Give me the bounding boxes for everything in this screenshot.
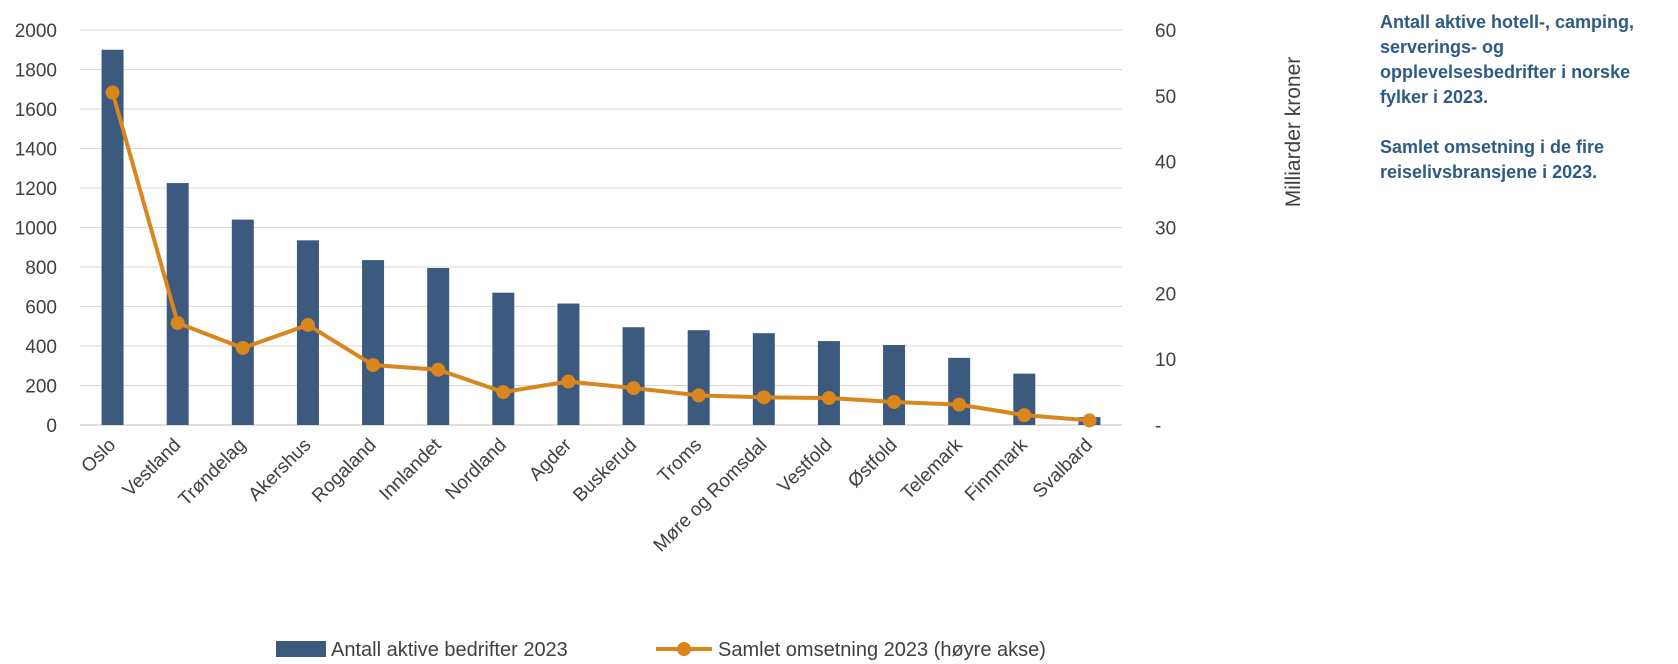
right-axis-title: Milliarder kroner (1282, 57, 1305, 208)
legend-swatch-marker (677, 642, 691, 656)
bar (622, 327, 645, 425)
line-point (952, 397, 967, 412)
bar-series (101, 49, 1101, 425)
line-series (105, 85, 1097, 428)
category-label: Østfold (844, 435, 901, 492)
line-point (105, 85, 120, 100)
left-tick-label: 1000 (15, 219, 57, 240)
legend-swatch-bars (276, 641, 326, 657)
line-point (366, 358, 381, 373)
legend-label-bars: Antall aktive bedrifter 2023 (331, 639, 568, 661)
right-tick-label: 30 (1155, 219, 1176, 240)
caption-revenue: Samlet omsetning i de fire reiselivsbran… (1380, 137, 1605, 182)
left-tick-label: 1200 (15, 179, 57, 200)
category-labels: OsloVestlandTrøndelagAkershusRogalandInn… (78, 434, 1097, 556)
left-tick-label: 1400 (15, 140, 57, 161)
line-point (496, 385, 511, 400)
category-label: Agder (525, 434, 576, 485)
category-label: Vestfold (774, 435, 837, 498)
line-point (561, 374, 576, 389)
line-point (1082, 413, 1097, 428)
category-label: Innlandet (376, 434, 447, 505)
side-captions: Antall aktive hotell-, camping, serverin… (1380, 10, 1678, 210)
left-tick-label: 200 (25, 377, 57, 398)
bar (296, 240, 319, 425)
category-label: Oslo (78, 435, 120, 477)
left-tick-label: 800 (25, 258, 57, 279)
bar (687, 330, 710, 425)
line-point (626, 381, 641, 396)
bar (362, 260, 385, 425)
line-point (300, 317, 315, 332)
left-tick-label: 2000 (15, 21, 57, 42)
legend-label-line: Samlet omsetning 2023 (høyre akse) (718, 639, 1046, 661)
revenue-line (110, 90, 1092, 423)
legend: Antall aktive bedrifter 2023 Samlet omse… (276, 639, 1046, 661)
right-tick-label: 10 (1155, 350, 1176, 371)
line-point (821, 391, 836, 406)
bar (883, 345, 906, 425)
right-tick-label: 20 (1155, 284, 1176, 305)
bar (492, 292, 515, 425)
category-label: Rogaland (308, 435, 380, 507)
line-point (691, 388, 706, 403)
category-label: Trøndelag (175, 435, 251, 511)
line-point (431, 362, 446, 377)
right-tick-label: 60 (1155, 21, 1176, 42)
line-point (756, 390, 771, 405)
line-point (887, 394, 902, 409)
category-label: Møre og Romsdal (650, 435, 772, 557)
category-label: Vestland (119, 435, 185, 501)
bar (817, 341, 840, 425)
category-label: Troms (654, 435, 706, 487)
caption-businesses: Antall aktive hotell-, camping, serverin… (1380, 12, 1635, 107)
line-point (1017, 408, 1032, 423)
category-label: Finnmark (961, 434, 1032, 505)
left-tick-label: 600 (25, 298, 57, 319)
category-label: Nordland (441, 435, 510, 504)
line-point (170, 315, 185, 330)
left-axis-ticks: 0 200 400 600 800 1000 1200 1400 1600 1800 2000 (15, 21, 57, 437)
category-label: Buskerud (569, 435, 641, 507)
right-axis-ticks: - 10 20 30 40 50 60 (1155, 21, 1176, 437)
right-tick-label: 50 (1155, 87, 1176, 108)
left-tick-label: 1600 (15, 100, 57, 121)
category-label: Svalbard (1029, 435, 1097, 503)
bar (427, 267, 450, 425)
bar (752, 333, 775, 425)
left-tick-label: 1800 (15, 61, 57, 82)
right-tick-label: 40 (1155, 153, 1176, 174)
line-point (235, 340, 250, 355)
right-tick-label: - (1155, 416, 1161, 437)
left-tick-label: 0 (46, 416, 57, 437)
bar (166, 183, 189, 425)
category-label: Telemark (897, 434, 967, 504)
category-label: Akershus (245, 435, 316, 506)
bar (101, 49, 124, 425)
bar (557, 303, 580, 425)
bar (948, 357, 971, 425)
bar (231, 219, 254, 425)
left-tick-label: 400 (25, 337, 57, 358)
